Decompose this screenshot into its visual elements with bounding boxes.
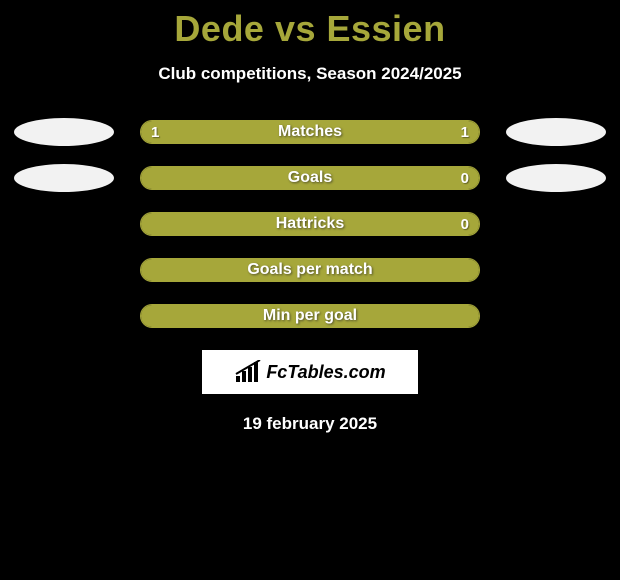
stat-bar: 0Goals xyxy=(140,166,480,190)
stat-value-right: 0 xyxy=(461,170,469,187)
logo-text: FcTables.com xyxy=(266,362,385,383)
player-badge-left xyxy=(14,164,114,192)
badge-placeholder xyxy=(506,256,606,284)
stat-bar-left xyxy=(141,305,469,327)
stat-bar-left xyxy=(141,167,469,189)
stat-bar-right: 0 xyxy=(469,167,479,189)
stat-row: 0Hattricks xyxy=(0,212,620,236)
badge-placeholder xyxy=(506,210,606,238)
stat-bar-left xyxy=(141,259,469,281)
stat-value-right: 0 xyxy=(461,216,469,233)
stat-row: 0Goals xyxy=(0,166,620,190)
player-badge-right xyxy=(506,164,606,192)
stat-value-left: 1 xyxy=(151,124,159,141)
badge-placeholder xyxy=(14,302,114,330)
comparison-widget: Dede vs Essien Club competitions, Season… xyxy=(0,0,620,434)
stat-value-right: 1 xyxy=(461,124,469,141)
stat-bar-right: 1 xyxy=(310,121,479,143)
badge-placeholder xyxy=(506,302,606,330)
stat-bar-right xyxy=(469,305,479,327)
stat-bar-right xyxy=(469,259,479,281)
stat-bar: Goals per match xyxy=(140,258,480,282)
badge-placeholder xyxy=(14,210,114,238)
stat-bar-left: 1 xyxy=(141,121,310,143)
player-badge-left xyxy=(14,118,114,146)
stat-row: Goals per match xyxy=(0,258,620,282)
subtitle: Club competitions, Season 2024/2025 xyxy=(0,64,620,84)
badge-placeholder xyxy=(14,256,114,284)
stats-list: 11Matches0Goals0HattricksGoals per match… xyxy=(0,120,620,328)
site-logo[interactable]: FcTables.com xyxy=(202,350,418,394)
stat-bar-left xyxy=(141,213,469,235)
stat-bar: 0Hattricks xyxy=(140,212,480,236)
page-title: Dede vs Essien xyxy=(0,8,620,50)
stat-row: 11Matches xyxy=(0,120,620,144)
stat-bar: Min per goal xyxy=(140,304,480,328)
date-label: 19 february 2025 xyxy=(0,414,620,434)
stat-bar: 11Matches xyxy=(140,120,480,144)
chart-icon xyxy=(234,360,262,384)
player-badge-right xyxy=(506,118,606,146)
stat-row: Min per goal xyxy=(0,304,620,328)
stat-bar-right: 0 xyxy=(469,213,479,235)
